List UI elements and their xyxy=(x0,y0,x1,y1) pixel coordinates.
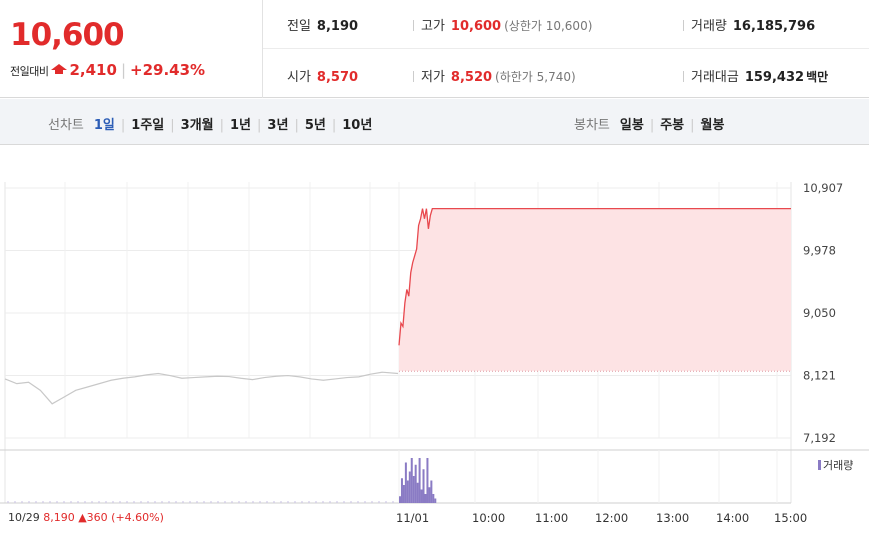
volume-bar xyxy=(426,458,429,503)
tab-10year[interactable]: 10년 xyxy=(342,118,373,133)
prev-day-summary: 10/29 8,190 ▲360 (+4.60%) xyxy=(8,511,164,524)
info-open: 시가 8,570 xyxy=(287,70,359,85)
info-trade-value: 거래대금 159,432 백만 xyxy=(683,66,828,85)
volume-bar xyxy=(410,458,413,503)
volume-bar xyxy=(416,482,419,503)
chart-tabs: 선차트 1일 | 1주일 | 3개월 | 1년 | 3년 | 5년 | 10년 봉차트 일봉 | 주봉 | 월봉 xyxy=(0,99,869,145)
diff-value: 2,410 xyxy=(69,61,117,79)
volume-bar xyxy=(414,464,417,503)
prev-day-line xyxy=(4,371,399,405)
volume-bar xyxy=(418,458,421,503)
current-price: 10,600 xyxy=(10,17,125,53)
y-tick-label: 9,978 xyxy=(803,244,836,258)
price-box: 10,600 전일대비 2,410 | +29.43% xyxy=(0,0,263,98)
volume-bar xyxy=(430,480,433,503)
volume-bar xyxy=(406,480,409,503)
tab-3month[interactable]: 3개월 xyxy=(180,118,214,133)
volume-bar xyxy=(428,487,431,503)
volume-bar xyxy=(422,469,425,503)
volume-bar xyxy=(412,476,415,503)
y-tick-label: 7,192 xyxy=(803,431,836,445)
tab-5year[interactable]: 5년 xyxy=(304,118,326,133)
price-change: 전일대비 2,410 | +29.43% xyxy=(10,60,206,79)
today-area xyxy=(399,208,791,371)
volume-legend: 거래량 xyxy=(818,457,853,473)
line-chart-tabs: 선차트 1일 | 1주일 | 3개월 | 1년 | 3년 | 5년 | 10년 xyxy=(48,118,373,133)
diff-label: 전일대비 xyxy=(10,65,49,78)
x-tick-label: 13:00 xyxy=(656,511,690,525)
tab-weekly-candle[interactable]: 주봉 xyxy=(660,118,685,133)
tab-1day[interactable]: 1일 xyxy=(93,118,115,133)
x-tick-label: 11:00 xyxy=(535,511,569,525)
x-tick-label: 10:00 xyxy=(472,511,506,525)
tab-daily-candle[interactable]: 일봉 xyxy=(619,118,644,133)
tab-3year[interactable]: 3년 xyxy=(267,118,289,133)
today-line xyxy=(398,208,791,346)
volume-bar xyxy=(399,496,401,503)
diff-rate: +29.43% xyxy=(130,61,206,79)
volume-bar xyxy=(402,485,405,503)
volume-swatch xyxy=(818,460,821,470)
info-prev-close: 전일 8,190 xyxy=(287,19,359,34)
info-low: 저가 8,520 (하한가 5,740) xyxy=(413,66,576,85)
volume-bar xyxy=(432,494,435,503)
tab-monthly-candle[interactable]: 월봉 xyxy=(700,118,725,133)
candle-chart-tabs: 봉차트 일봉 | 주봉 | 월봉 xyxy=(574,118,725,133)
x-tick-label: 11/01 xyxy=(396,511,430,525)
y-tick-label: 9,050 xyxy=(803,306,836,320)
x-tick-label: 12:00 xyxy=(595,511,629,525)
volume-bar xyxy=(420,489,423,503)
x-tick-label: 15:00 xyxy=(774,511,808,525)
y-tick-label: 10,907 xyxy=(803,181,843,195)
tab-1year[interactable]: 1년 xyxy=(230,118,252,133)
volume-bar xyxy=(404,462,407,503)
volume-bar xyxy=(400,478,403,503)
info-volume: 거래량 16,185,796 xyxy=(683,15,815,34)
y-tick-label: 8,121 xyxy=(803,369,836,383)
volume-bar xyxy=(408,471,411,503)
row-divider xyxy=(263,48,869,49)
up-triangle-icon xyxy=(51,60,68,78)
quote-header: 10,600 전일대비 2,410 | +29.43% 전일 8,190 고가 10,60… xyxy=(0,0,869,98)
x-tick-label: 14:00 xyxy=(716,511,750,525)
tab-1week[interactable]: 1주일 xyxy=(131,118,165,133)
volume-bar xyxy=(434,498,437,503)
volume-bar xyxy=(424,494,427,503)
info-high: 고가 10,600 (상한가 10,600) xyxy=(413,15,592,34)
